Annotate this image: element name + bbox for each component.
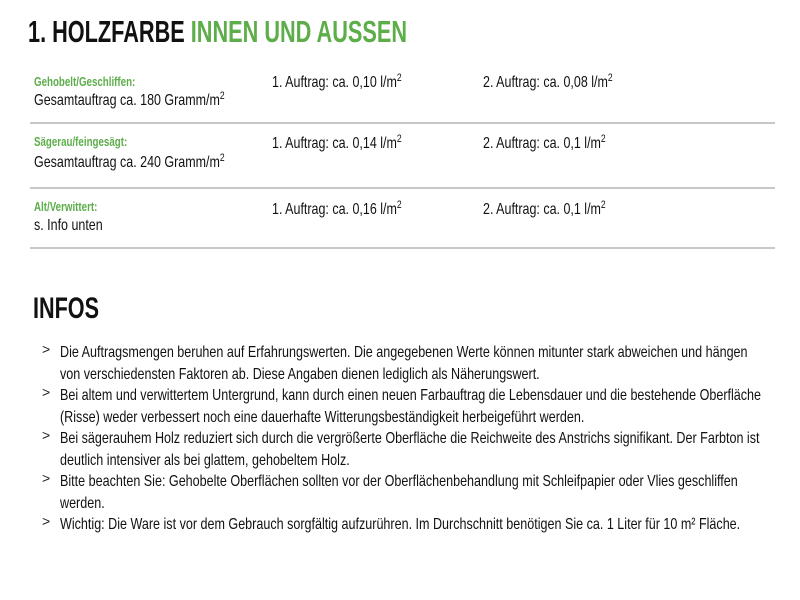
table-row: Gehobelt/Geschliffen: Gesamtauftrag ca. … [30, 68, 775, 124]
list-item: > Bitte beachten Sie: Gehobelte Oberfläch… [42, 470, 738, 512]
chevron-right-icon: > [42, 513, 51, 529]
row-detail: s. Info unten [34, 217, 103, 234]
list-item: > Bei altem und verwittertem Untergrund, … [42, 384, 762, 426]
infos-heading: INFOS [33, 292, 100, 325]
page-title: 1. HOLZFARBE INNEN UND AUSSEN [28, 14, 569, 50]
consumption-table: Gehobelt/Geschliffen: Gesamtauftrag ca. … [30, 68, 775, 249]
list-item: > Die Auftragsmengen beruhen auf Erfahrun… [42, 341, 748, 383]
second-coat: 2. Auftrag: ca. 0,08 l/m2 [483, 72, 613, 92]
chevron-right-icon: > [42, 470, 51, 486]
first-coat: 1. Auftrag: ca. 0,14 l/m2 [272, 133, 402, 153]
list-item: > Bei sägerauhem Holz reduziert sich durc… [42, 427, 760, 469]
second-coat: 2. Auftrag: ca. 0,1 l/m2 [483, 199, 606, 219]
title-part-green: INNEN UND AUSSEN [190, 14, 407, 49]
row-label: Gehobelt/Geschliffen: [34, 74, 136, 89]
chevron-right-icon: > [42, 427, 51, 443]
first-coat: 1. Auftrag: ca. 0,10 l/m2 [272, 72, 402, 92]
infos-list: > Die Auftragsmengen beruhen auf Erfahrun… [42, 341, 782, 536]
chevron-right-icon: > [42, 341, 51, 357]
row-label: Sägerau/feingesägt: [34, 134, 128, 149]
second-coat: 2. Auftrag: ca. 0,1 l/m2 [483, 133, 606, 153]
chevron-right-icon: > [42, 384, 51, 400]
row-detail: Gesamtauftrag ca. 180 Gramm/m2 [34, 90, 225, 110]
table-row: Alt/Verwittert: s. Info unten 1. Auftrag… [30, 189, 775, 249]
row-label: Alt/Verwittert: [34, 199, 98, 214]
first-coat: 1. Auftrag: ca. 0,16 l/m2 [272, 199, 402, 219]
list-item: > Wichtig: Die Ware ist vor dem Gebrauch … [42, 513, 741, 533]
row-detail: Gesamtauftrag ca. 240 Gramm/m2 [34, 152, 225, 172]
table-row: Sägerau/feingesägt: Gesamtauftrag ca. 24… [30, 124, 775, 189]
title-part-black: 1. HOLZFARBE [28, 14, 185, 49]
